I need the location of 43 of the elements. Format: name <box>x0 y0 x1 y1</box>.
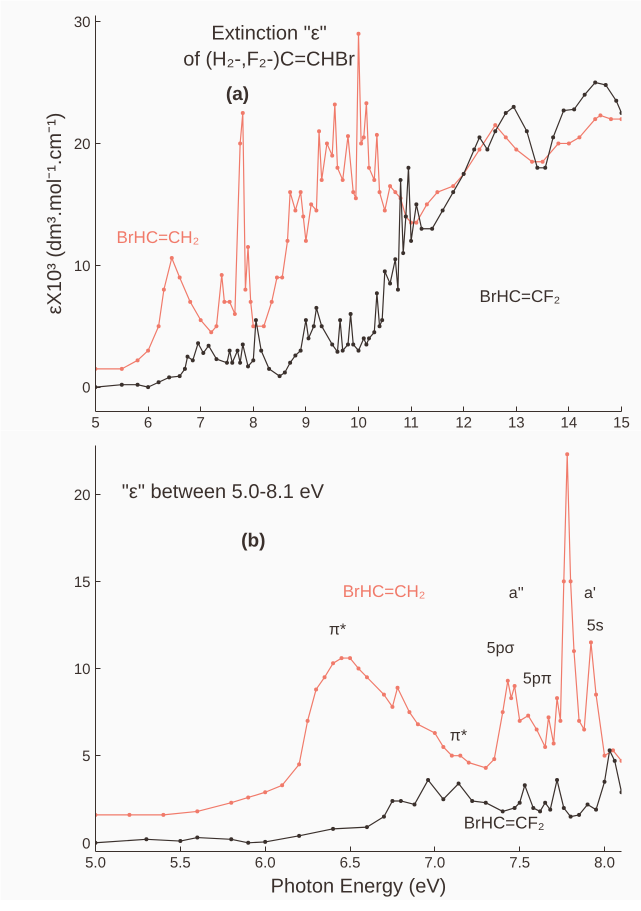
series-label: BrHC=CF₂ <box>464 814 544 833</box>
annotation: π* <box>328 622 346 639</box>
text: Extinction "ε" of (H₂-,F₂-)C=CHBr <box>183 22 356 70</box>
x-tick-label: 15 <box>613 414 630 432</box>
y-tick-label: 15 <box>74 574 91 591</box>
annotation: a' <box>584 585 596 602</box>
x-tick-label: 7.0 <box>424 854 446 872</box>
annotation: (a) <box>226 84 250 106</box>
y-tick-label: 20 <box>74 136 91 153</box>
x-tick-label: 5.0 <box>85 854 106 872</box>
y-tick-label: 5 <box>82 748 90 766</box>
x-tick-label: 13 <box>508 414 525 432</box>
x-tick-label: 12 <box>455 414 472 432</box>
x-tick-label: 8.0 <box>594 854 615 872</box>
annotation: 5pσ <box>486 640 514 657</box>
x-tick-label: 7.5 <box>509 854 530 872</box>
annotation: 5pπ <box>522 670 552 688</box>
x-tick-label: 8 <box>249 414 258 432</box>
y-tick-label: 0 <box>82 835 90 852</box>
text: BrHC=CF₂ <box>479 287 560 306</box>
y-tick-label: 0 <box>82 380 90 397</box>
y-tick-label: 10 <box>74 258 91 275</box>
annotation: 5s <box>586 618 604 635</box>
y-tick-label: 20 <box>74 486 91 504</box>
text: BrHC=CH₂ <box>342 582 426 602</box>
x-tick-label: 6 <box>144 414 152 432</box>
annotation: π* <box>450 727 468 744</box>
series-label: BrHC=CH₂ <box>116 228 200 247</box>
x-tick-label: 14 <box>560 414 578 432</box>
x-axis-title: Photon Energy (eV) <box>270 876 446 898</box>
x-tick-label: 9 <box>302 414 310 432</box>
y-tick-label: 30 <box>74 14 91 32</box>
x-tick-label: 11 <box>403 414 419 432</box>
annotation: (b) <box>241 530 266 552</box>
annotation: a'' <box>508 585 524 602</box>
text: "ε" between 5.0-8.1 eV <box>122 481 325 504</box>
y-axis-title: εX10³ (dm³.mol⁻¹.cm⁻¹) <box>44 112 66 314</box>
x-tick-label: 10 <box>350 414 367 432</box>
y-tick-label: 10 <box>74 661 91 678</box>
x-tick-label: 7 <box>196 414 205 432</box>
x-tick-label: 5.5 <box>170 854 191 872</box>
x-tick-label: 6.5 <box>340 854 360 872</box>
x-tick-label: 6.0 <box>254 854 276 872</box>
